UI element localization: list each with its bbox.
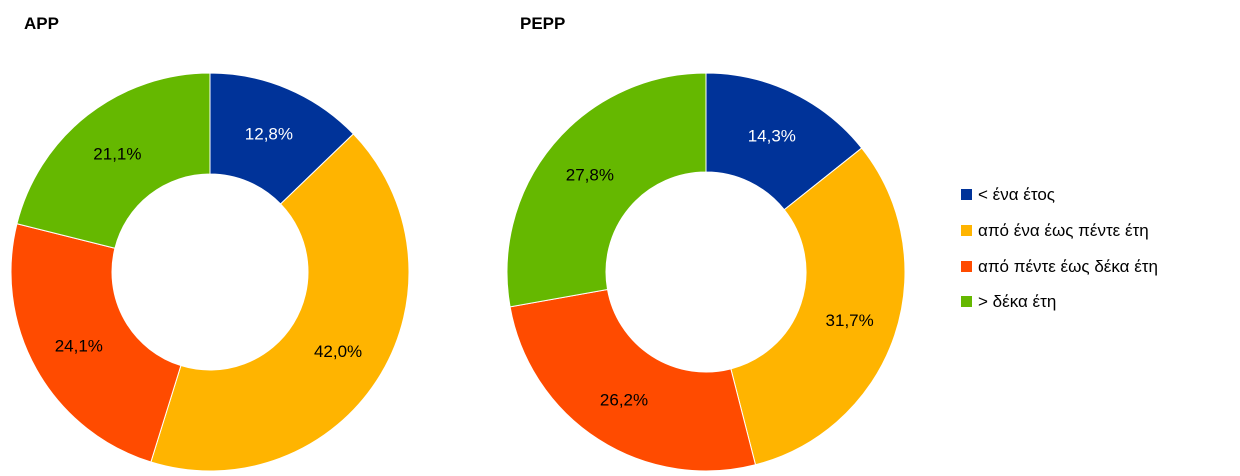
app-data-label-3: 21,1% [93,144,141,163]
pepp-data-label-2: 26,2% [600,390,648,409]
pepp-data-label-3: 27,8% [566,166,614,185]
app-data-label-2: 24,1% [55,337,103,356]
pepp-slice-1 [730,147,906,466]
legend: < ένα έτος από ένα έως πέντε έτη από πέν… [961,185,1158,311]
pepp-slice-2 [509,288,757,472]
pepp-data-label-0: 14,3% [748,127,796,146]
pepp-slice-3 [506,72,707,308]
app-data-label-1: 42,0% [314,342,362,361]
pepp-slice-0 [705,72,863,211]
legend-item: > δέκα έτη [978,292,1056,311]
pepp-data-label-1: 31,7% [826,311,874,330]
app-slice-2 [10,223,182,463]
app-slice-3 [16,72,211,249]
legend-item: από ένα έως πέντε έτη [978,221,1149,240]
chart-title-app: APP [24,14,59,33]
chart-title-pepp: PEPP [520,14,565,33]
app-data-label-0: 12,8% [245,125,293,144]
legend-swatch [961,261,972,272]
legend-item: από πέντε έως δέκα έτη [978,257,1158,276]
legend-item: < ένα έτος [978,185,1055,204]
legend-swatch [961,189,972,200]
legend-swatch [961,225,972,236]
app-slice-1 [150,133,410,472]
legend-swatch [961,296,972,307]
